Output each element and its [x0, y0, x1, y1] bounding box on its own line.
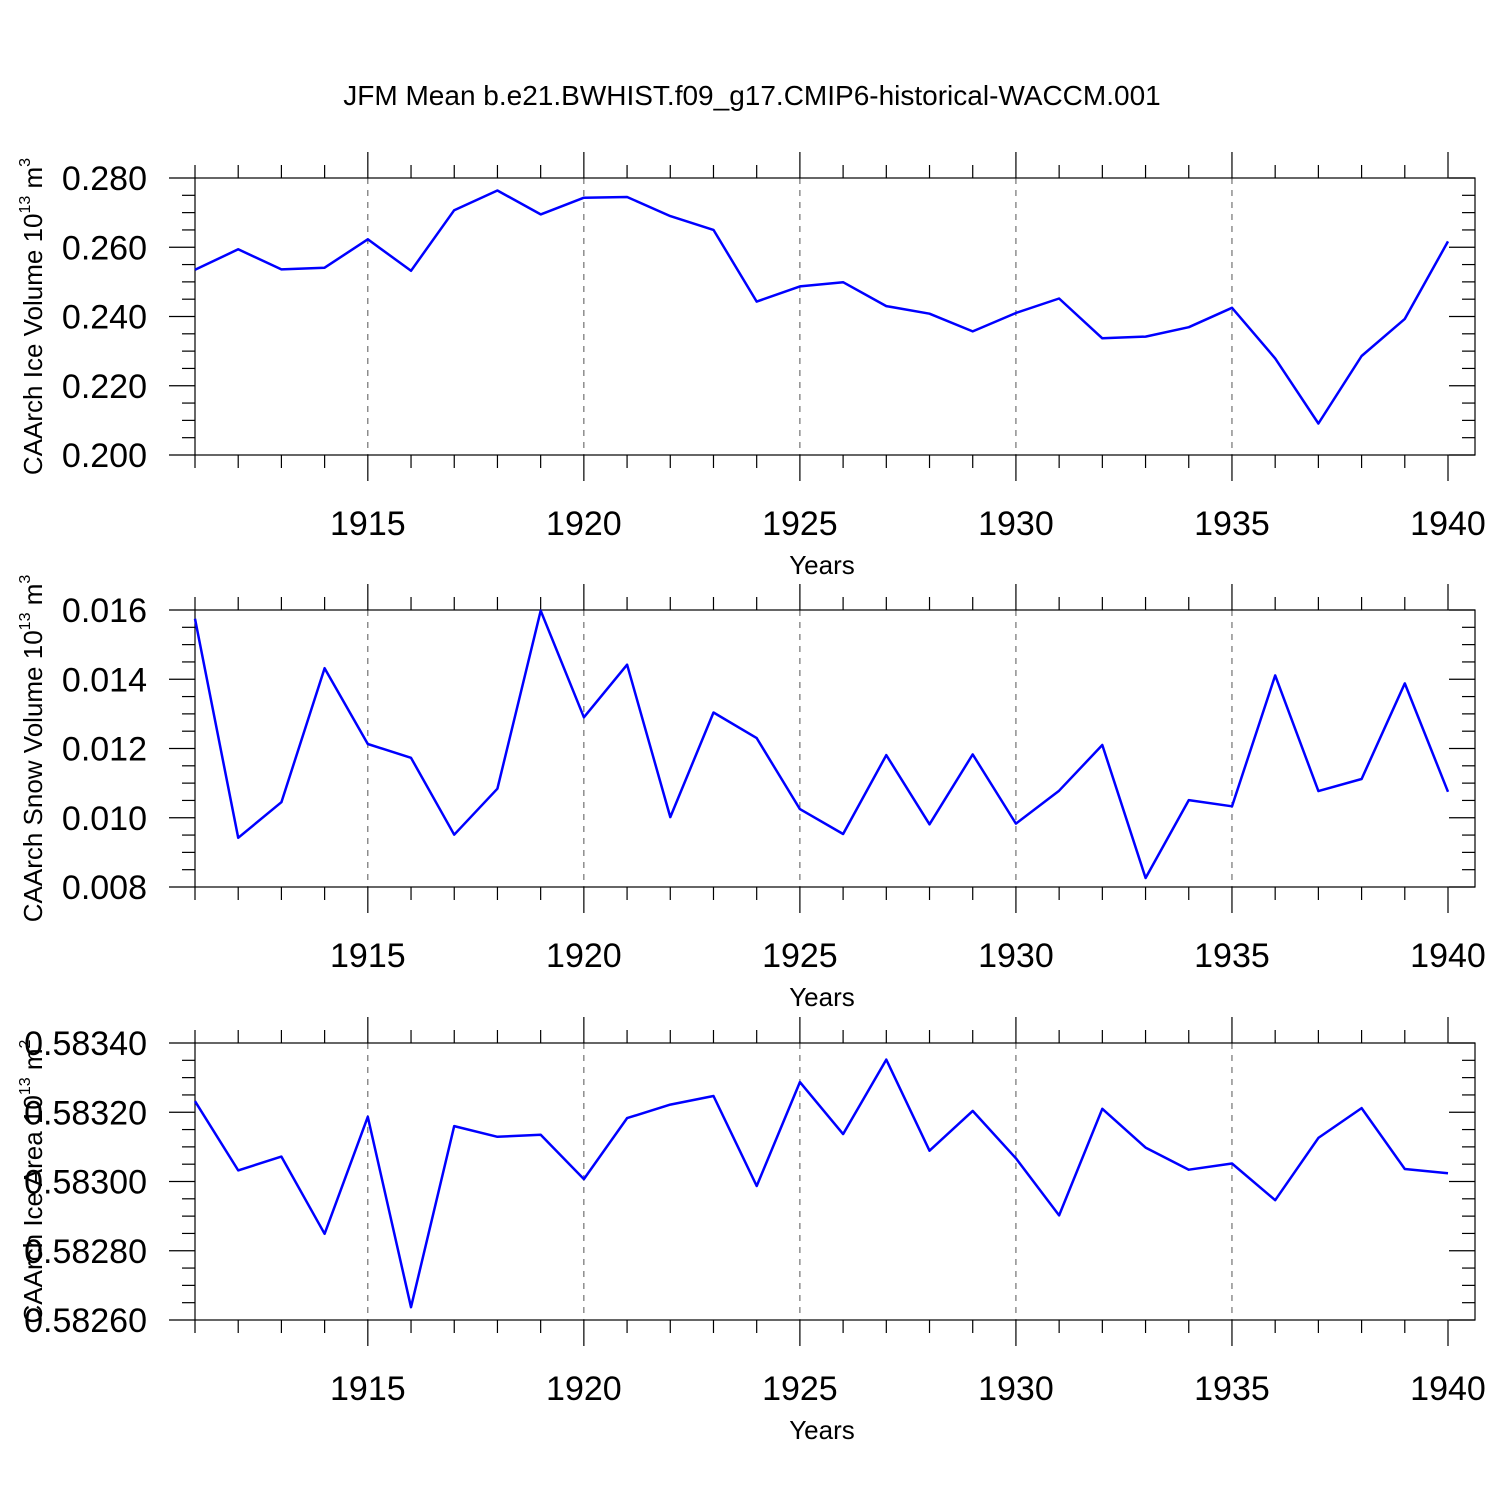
x-tick-label: 1940	[1410, 505, 1486, 543]
series-line	[193, 609, 1450, 880]
y-axis-label-unit-exponent: 3	[17, 575, 34, 584]
y-axis-label-exponent: 13	[17, 612, 34, 630]
plot-frame	[194, 1042, 1476, 1321]
y-tick-label: 0.58280	[24, 1233, 147, 1271]
x-tick-label: 1930	[978, 1370, 1054, 1408]
y-axis-label-text: CAArch Ice Area 10	[18, 1095, 48, 1323]
y-axis-label: CAArch Ice Area 1013 m2	[17, 1039, 48, 1323]
x-tick-label: 1940	[1410, 1370, 1486, 1408]
y-axis-label-unit: m	[18, 584, 48, 613]
y-axis-label-unit: m	[18, 167, 48, 196]
x-tick-label: 1920	[546, 505, 622, 543]
y-tick-label: 0.012	[62, 731, 147, 769]
x-tick-label: 1935	[1194, 505, 1270, 543]
y-tick-label: 0.58320	[24, 1094, 147, 1132]
y-axis-label-unit: m	[18, 1048, 48, 1077]
x-tick-label: 1915	[330, 937, 406, 975]
y-tick-label: 0.016	[62, 592, 147, 630]
x-axis-label: Years	[789, 982, 855, 1012]
y-axis-label-exponent: 13	[17, 196, 34, 214]
y-tick-label: 0.58260	[24, 1302, 147, 1340]
panels: 0.200 0.220 0.240 0.260 0.280 1915 1920 1925 193…	[17, 152, 1486, 1445]
y-axis-label-text: CAArch Snow Volume 10	[18, 630, 48, 922]
y-tick-label: 0.260	[62, 229, 147, 267]
plot-frame	[194, 177, 1476, 456]
x-tick-label: 1925	[762, 937, 838, 975]
y-tick-label: 0.014	[62, 661, 147, 699]
x-tick-label: 1920	[546, 1370, 622, 1408]
y-tick-label: 0.220	[62, 368, 147, 406]
y-axis-label: CAArch Snow Volume 1013 m3	[17, 575, 48, 923]
series-line	[194, 189, 1450, 425]
figure-title: JFM Mean b.e21.BWHIST.f09_g17.CMIP6-hist…	[343, 80, 1160, 111]
y-tick-label: 0.200	[62, 437, 147, 475]
x-tick-label: 1935	[1194, 1370, 1270, 1408]
x-tick-label: 1915	[330, 505, 406, 543]
y-tick-label: 0.58300	[24, 1164, 147, 1202]
series-line	[193, 1058, 1449, 1309]
y-tick-label: 0.280	[62, 160, 147, 198]
chart-panel-2: 0.008 0.010 0.012 0.014 0.016 1915 1920 1925 193…	[17, 575, 1486, 1012]
x-tick-label: 1940	[1410, 937, 1486, 975]
x-tick-label: 1930	[978, 937, 1054, 975]
y-tick-label: 0.58340	[24, 1025, 147, 1063]
x-axis-label: Years	[789, 550, 855, 580]
x-tick-label: 1920	[546, 937, 622, 975]
y-tick-label: 0.008	[62, 869, 147, 907]
x-tick-label: 1930	[978, 505, 1054, 543]
chart-panel-1: 0.200 0.220 0.240 0.260 0.280 1915 1920 1925 193…	[17, 152, 1486, 580]
x-tick-label: 1915	[330, 1370, 406, 1408]
chart-panel-3: 0.58260 0.58280 0.58300 0.58320 0.58340 1915 1…	[17, 1017, 1486, 1445]
y-tick-label: 0.240	[62, 299, 147, 337]
y-axis-label-text: CAArch Ice Volume 10	[18, 214, 48, 476]
y-axis-label-unit-exponent: 3	[17, 158, 34, 167]
y-axis-label: CAArch Ice Volume 1013 m3	[17, 158, 48, 475]
y-axis-label-exponent: 13	[17, 1077, 34, 1095]
x-tick-label: 1925	[762, 505, 838, 543]
plot-frame	[194, 609, 1476, 888]
x-tick-label: 1925	[762, 1370, 838, 1408]
x-tick-label: 1935	[1194, 937, 1270, 975]
x-axis-label: Years	[789, 1415, 855, 1445]
y-tick-label: 0.010	[62, 800, 147, 838]
y-axis-label-unit-exponent: 2	[17, 1039, 34, 1048]
